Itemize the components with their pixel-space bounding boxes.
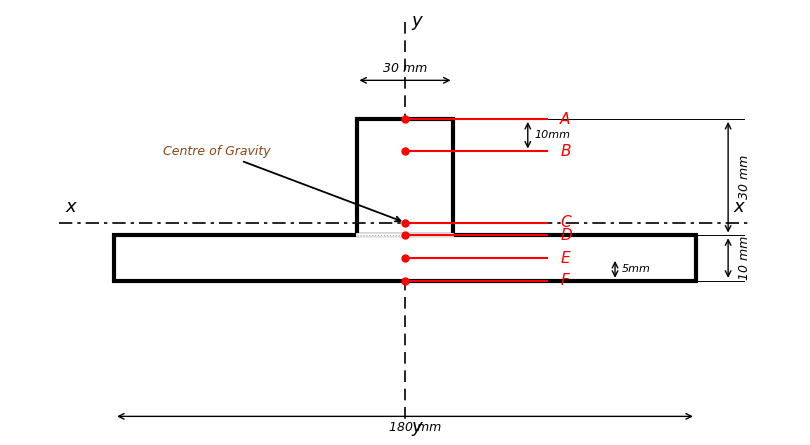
Text: A: A: [560, 112, 570, 126]
Text: D: D: [560, 228, 572, 243]
Text: 30 mm: 30 mm: [383, 62, 427, 76]
Bar: [356, 119, 454, 235]
Text: B: B: [560, 144, 570, 159]
Text: 180 mm: 180 mm: [389, 421, 441, 434]
Text: x: x: [734, 198, 744, 216]
Text: E: E: [560, 251, 569, 266]
Text: F: F: [560, 273, 569, 288]
Text: 5mm: 5mm: [621, 264, 650, 275]
Text: 10mm: 10mm: [535, 130, 570, 140]
Bar: [114, 235, 696, 281]
Text: y: y: [411, 418, 422, 436]
Text: Centre of Gravity: Centre of Gravity: [163, 145, 400, 221]
Text: 10 mm: 10 mm: [738, 236, 751, 280]
Text: 30 mm: 30 mm: [738, 155, 751, 199]
Text: C: C: [560, 215, 571, 230]
Text: x: x: [66, 198, 76, 216]
Text: y: y: [411, 12, 422, 30]
